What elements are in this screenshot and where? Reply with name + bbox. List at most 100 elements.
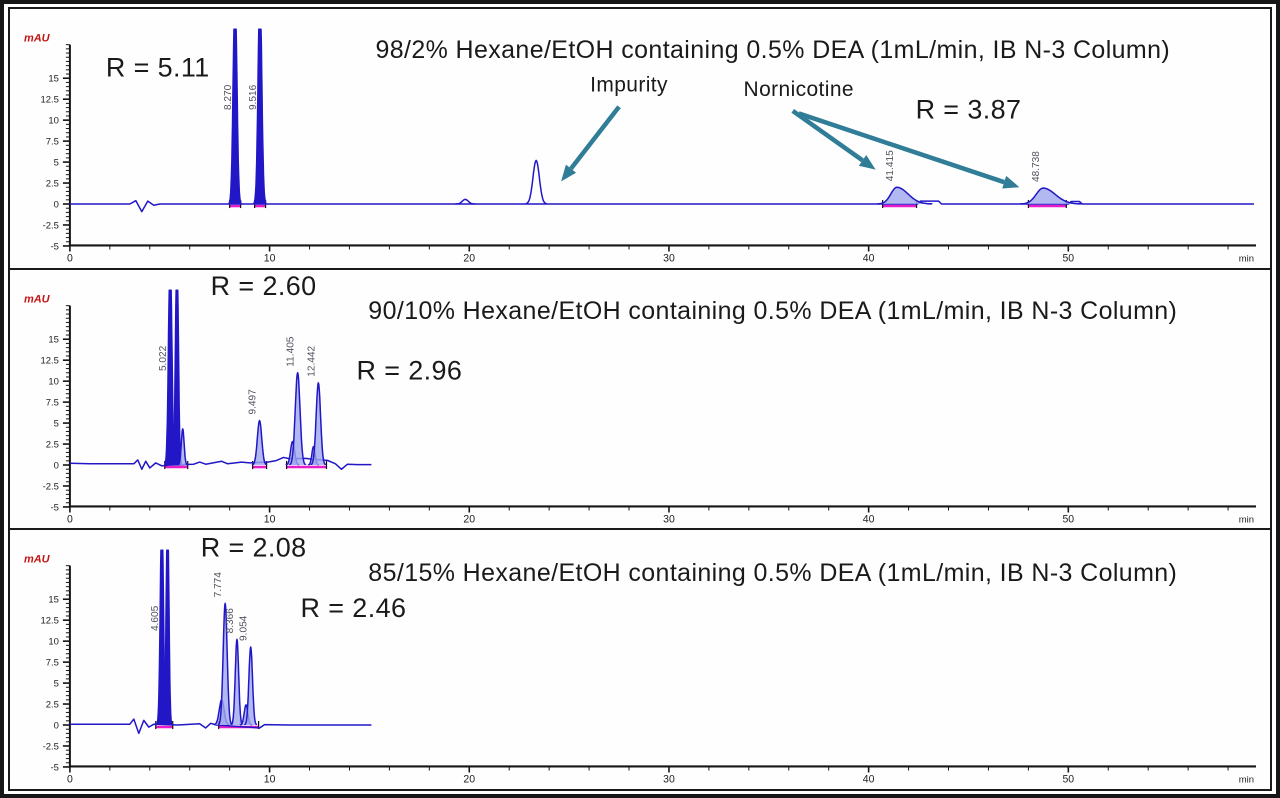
x-tick-label: 0 xyxy=(67,253,73,265)
peak-8.366 xyxy=(230,639,244,726)
peak-rt-label: 11.405 xyxy=(286,336,297,367)
x-tick-label: 40 xyxy=(863,513,875,525)
peak-rt-label: 48.738 xyxy=(1031,151,1042,182)
panel-title: 85/15% Hexane/EtOH containing 0.5% DEA (… xyxy=(368,559,1177,587)
y-tick-label: 0 xyxy=(54,721,59,732)
resolution-label-1: R = 2.08 xyxy=(201,532,307,563)
peak-7.774 xyxy=(218,602,233,726)
y-tick-label: 2.5 xyxy=(46,700,59,711)
y-tick-label: -5 xyxy=(50,763,58,774)
peak-8.270 xyxy=(228,28,242,205)
x-tick-label: 20 xyxy=(463,513,475,525)
chromatogram-panel-2: 15 12.5 10 7.5 5 2.5 0 -2.5 -5 0 10 20 30 40 50 min mAU 5… xyxy=(8,267,1272,531)
peak-rt-label: 8.270 xyxy=(223,84,234,110)
x-tick-label: 40 xyxy=(863,253,875,265)
peak xyxy=(162,549,173,726)
mau-axis-label: mAU xyxy=(24,32,51,44)
x-tick-label: 50 xyxy=(1062,774,1074,786)
x-tick-label: 10 xyxy=(264,253,276,265)
x-unit-label: min xyxy=(1239,514,1254,525)
x-unit-label: min xyxy=(1239,254,1254,265)
x-unit-label: min xyxy=(1239,775,1254,786)
x-tick-label: 50 xyxy=(1062,253,1074,265)
peak-12.442 xyxy=(310,381,327,465)
resolution-label-1: R = 5.11 xyxy=(106,51,210,82)
peak-41.415 xyxy=(876,186,933,205)
x-tick-label: 30 xyxy=(663,774,675,786)
impurity-arrow-head xyxy=(561,164,577,182)
peak-rt-label: 7.774 xyxy=(213,572,224,598)
y-tick-label: 10 xyxy=(48,376,59,387)
resolution-label-2: R = 2.46 xyxy=(301,592,407,623)
peak-rt-label: 9.516 xyxy=(248,84,259,110)
y-tick-label: 2.5 xyxy=(46,179,59,190)
peak xyxy=(177,427,188,466)
impurity-label: Impurity xyxy=(590,74,668,97)
peak-rt-label: 41.415 xyxy=(885,150,896,181)
resolution-label-2: R = 3.87 xyxy=(916,93,1022,124)
peak-9.516 xyxy=(253,28,267,205)
resolution-label-1: R = 2.60 xyxy=(211,270,317,301)
y-tick-label: 15 xyxy=(48,334,59,345)
y-tick-label: 10 xyxy=(48,637,59,648)
peak-9.497 xyxy=(251,419,268,466)
x-tick-label: 0 xyxy=(67,513,73,525)
y-tick-label: -2.5 xyxy=(43,220,59,231)
nornicotine-label: Nornicotine xyxy=(744,78,854,101)
panel-title: 98/2% Hexane/EtOH containing 0.5% DEA (1… xyxy=(375,36,1170,64)
y-tick-label: 10 xyxy=(48,116,59,127)
peak-rt-label: 9.497 xyxy=(248,388,259,414)
baseline-trace xyxy=(69,718,372,735)
baseline-trace xyxy=(69,456,372,470)
peak-rt-label: 12.442 xyxy=(306,345,317,376)
nornicotine-arrow-2-head xyxy=(1002,175,1020,189)
y-tick-label: 0 xyxy=(54,460,59,471)
x-tick-label: 50 xyxy=(1062,513,1074,525)
x-tick-label: 20 xyxy=(463,253,475,265)
peak-rt-label: 9.054 xyxy=(239,616,250,642)
mau-axis-label: mAU xyxy=(24,293,51,305)
y-tick-label: 5 xyxy=(54,679,59,690)
y-tick-label: 5 xyxy=(54,418,59,429)
y-tick-label: 15 xyxy=(48,74,59,85)
y-tick-label: 12.5 xyxy=(40,355,58,366)
x-tick-label: 40 xyxy=(863,774,875,786)
y-tick-label: -5 xyxy=(50,241,58,252)
peak xyxy=(455,198,476,205)
y-tick-label: -2.5 xyxy=(43,742,59,753)
y-tick-label: 15 xyxy=(48,595,59,606)
panel-title: 90/10% Hexane/EtOH containing 0.5% DEA (… xyxy=(368,297,1177,325)
peak-rt-label: 4.605 xyxy=(150,606,161,632)
resolution-label-2: R = 2.96 xyxy=(356,354,462,385)
y-tick-label: 5 xyxy=(54,158,59,169)
peak-9.054 xyxy=(244,646,258,726)
y-tick-label: 2.5 xyxy=(46,439,59,450)
y-tick-label: 7.5 xyxy=(46,137,59,148)
peak xyxy=(171,289,183,465)
x-tick-label: 30 xyxy=(663,513,675,525)
x-tick-label: 10 xyxy=(264,774,276,786)
y-tick-label: -2.5 xyxy=(43,481,59,492)
y-tick-label: 12.5 xyxy=(40,616,58,627)
x-tick-label: 10 xyxy=(264,513,276,525)
baseline-trace xyxy=(69,199,1255,213)
impurity-arrow xyxy=(569,105,621,171)
y-tick-label: -5 xyxy=(50,502,58,513)
peak-11.405 xyxy=(289,371,307,465)
peak-48.738 xyxy=(1020,187,1083,205)
mau-axis-label: mAU xyxy=(24,554,51,566)
nornicotine-arrow-1-head xyxy=(858,155,876,170)
y-tick-label: 7.5 xyxy=(46,397,59,408)
chromatogram-plot-1: 15 12.5 10 7.5 5 2.5 0 -2.5 -5 0 10 20 30 40 50 min mAU 8… xyxy=(24,28,1257,265)
nornicotine-arrow-1 xyxy=(791,109,864,163)
chromatogram-panel-1: 15 12.5 10 7.5 5 2.5 0 -2.5 -5 0 10 20 30 40 50 min mAU 8… xyxy=(8,7,1272,270)
peak-rt-label: 8.366 xyxy=(225,608,236,634)
peak xyxy=(525,159,548,205)
x-tick-label: 20 xyxy=(463,774,475,786)
peak-rt-label: 5.022 xyxy=(158,345,169,371)
chromatogram-plot-2: 15 12.5 10 7.5 5 2.5 0 -2.5 -5 0 10 20 30 40 50 min mAU 5… xyxy=(24,270,1257,525)
y-tick-label: 0 xyxy=(54,200,59,211)
x-tick-label: 30 xyxy=(663,253,675,265)
nornicotine-arrow-2 xyxy=(798,111,1005,185)
